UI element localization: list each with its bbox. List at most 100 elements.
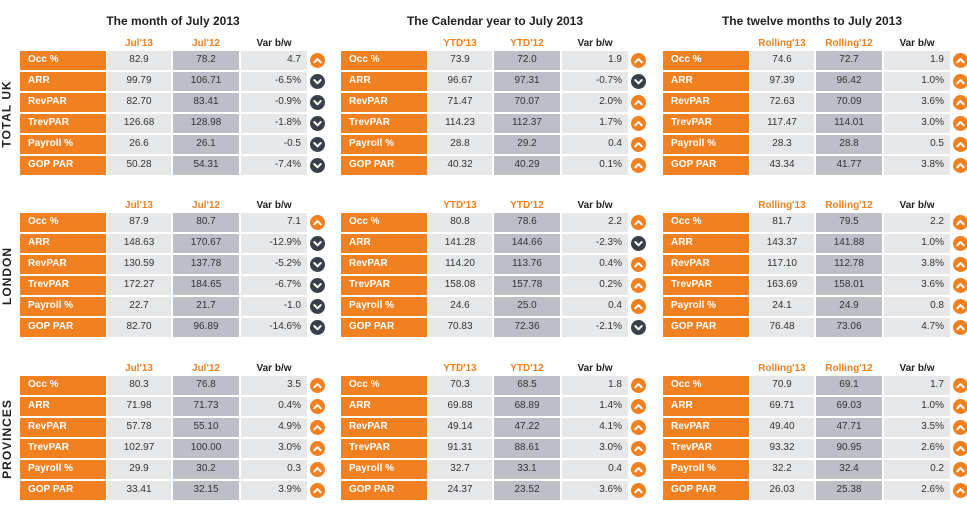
chevron-up-icon — [310, 53, 325, 68]
variance-value: -5.2% — [241, 255, 307, 274]
variance-value: 1.0% — [884, 397, 950, 416]
region-label-total-uk: TOTAL UK — [0, 51, 18, 177]
table-row: TrevPAR 117.47 114.01 3.0% — [663, 114, 967, 133]
metric-label: ARR — [341, 72, 427, 91]
table-row: TrevPAR 93.32 90.95 2.6% — [663, 439, 967, 458]
table-row: GOP PAR 43.34 41.77 3.8% — [663, 156, 967, 175]
metric-label: Occ % — [341, 376, 427, 395]
prior-value: 88.61 — [494, 439, 560, 458]
table-row: GOP PAR 24.37 23.52 3.6% — [341, 481, 647, 500]
metric-label: Occ % — [341, 51, 427, 70]
table-row: ARR 148.63 170.67 -12.9% — [20, 234, 326, 253]
chevron-up-icon — [953, 441, 967, 456]
variance-value: 0.4 — [562, 297, 628, 316]
current-value: 28.8 — [428, 135, 492, 154]
table-row: TrevPAR 114.23 112.37 1.7% — [341, 114, 647, 133]
metric-label: TrevPAR — [20, 114, 106, 133]
chevron-up-icon — [631, 95, 646, 110]
prior-value: 113.76 — [494, 255, 560, 274]
table-row: Occ % 70.9 69.1 1.7 — [663, 376, 967, 395]
metric-label: ARR — [663, 72, 749, 91]
column-header: YTD'12 — [510, 363, 544, 374]
metric-label: Payroll % — [341, 297, 427, 316]
table-row: Payroll % 26.6 26.1 -0.5 — [20, 135, 326, 154]
table-row: Occ % 82.9 78.2 4.7 — [20, 51, 326, 70]
column-header: Rolling'13 — [758, 38, 806, 49]
variance-value: 4.9% — [241, 418, 307, 437]
variance-value: 4.7 — [241, 51, 307, 70]
metric-label: TrevPAR — [341, 114, 427, 133]
chevron-down-icon — [310, 95, 325, 110]
chevron-up-icon — [310, 399, 325, 414]
column-header: Rolling'12 — [825, 200, 873, 211]
current-value: 126.68 — [107, 114, 171, 133]
chevron-up-icon — [953, 158, 967, 173]
current-value: 80.8 — [428, 213, 492, 232]
column-header: Rolling'12 — [825, 38, 873, 49]
metric-label: GOP PAR — [341, 156, 427, 175]
chevron-up-icon — [953, 299, 967, 314]
prior-value: 96.42 — [816, 72, 882, 91]
prior-value: 90.95 — [816, 439, 882, 458]
chevron-up-icon — [631, 441, 646, 456]
table-row: Payroll % 24.6 25.0 0.4 — [341, 297, 647, 316]
chevron-up-icon — [953, 215, 967, 230]
current-value: 82.70 — [107, 318, 171, 337]
chevron-up-icon — [310, 462, 325, 477]
column-header: Var b/w — [577, 363, 613, 374]
prior-value: 32.4 — [816, 460, 882, 479]
prior-value: 76.8 — [173, 376, 239, 395]
current-value: 24.6 — [428, 297, 492, 316]
variance-value: 1.8 — [562, 376, 628, 395]
prior-value: 29.2 — [494, 135, 560, 154]
variance-value: 7.1 — [241, 213, 307, 232]
chevron-down-icon — [310, 299, 325, 314]
variance-value: -12.9% — [241, 234, 307, 253]
current-value: 172.27 — [107, 276, 171, 295]
table-row: Payroll % 29.9 30.2 0.3 — [20, 460, 326, 479]
metric-label: TrevPAR — [663, 114, 749, 133]
prior-value: 97.31 — [494, 72, 560, 91]
current-value: 33.41 — [107, 481, 171, 500]
prior-value: 69.03 — [816, 397, 882, 416]
metric-label: Occ % — [663, 213, 749, 232]
current-value: 43.34 — [750, 156, 814, 175]
variance-value: 2.0% — [562, 93, 628, 112]
metric-label: ARR — [341, 234, 427, 253]
metric-label: Occ % — [20, 51, 106, 70]
table-row: TrevPAR 102.97 100.00 3.0% — [20, 439, 326, 458]
chevron-up-icon — [631, 158, 646, 173]
chevron-up-icon — [953, 236, 967, 251]
column-header: YTD'12 — [510, 38, 544, 49]
current-value: 69.88 — [428, 397, 492, 416]
chevron-up-icon — [631, 215, 646, 230]
table-row: GOP PAR 70.83 72.36 -2.1% — [341, 318, 647, 337]
table-row: GOP PAR 33.41 32.15 3.9% — [20, 481, 326, 500]
table-row: ARR 69.71 69.03 1.0% — [663, 397, 967, 416]
table-row: Payroll % 32.7 33.1 0.4 — [341, 460, 647, 479]
metric-label: RevPAR — [341, 255, 427, 274]
table-row: TrevPAR 126.68 128.98 -1.8% — [20, 114, 326, 133]
column-header: Var b/w — [899, 363, 935, 374]
prior-value: 144.66 — [494, 234, 560, 253]
current-value: 80.3 — [107, 376, 171, 395]
chevron-up-icon — [310, 441, 325, 456]
column-header: YTD'13 — [443, 200, 477, 211]
table-row: TrevPAR 91.31 88.61 3.0% — [341, 439, 647, 458]
variance-value: 3.6% — [884, 276, 950, 295]
variance-value: 1.0% — [884, 72, 950, 91]
current-value: 158.08 — [428, 276, 492, 295]
prior-value: 128.98 — [173, 114, 239, 133]
metric-label: Occ % — [663, 376, 749, 395]
variance-value: 3.8% — [884, 255, 950, 274]
variance-value: 2.6% — [884, 439, 950, 458]
current-value: 93.32 — [750, 439, 814, 458]
current-value: 114.23 — [428, 114, 492, 133]
metric-label: GOP PAR — [663, 481, 749, 500]
chevron-down-icon — [310, 137, 325, 152]
metric-label: ARR — [663, 397, 749, 416]
region-label-provinces: PROVINCES — [0, 376, 18, 502]
current-value: 130.59 — [107, 255, 171, 274]
column-header: Rolling'12 — [825, 363, 873, 374]
chevron-down-icon — [310, 257, 325, 272]
